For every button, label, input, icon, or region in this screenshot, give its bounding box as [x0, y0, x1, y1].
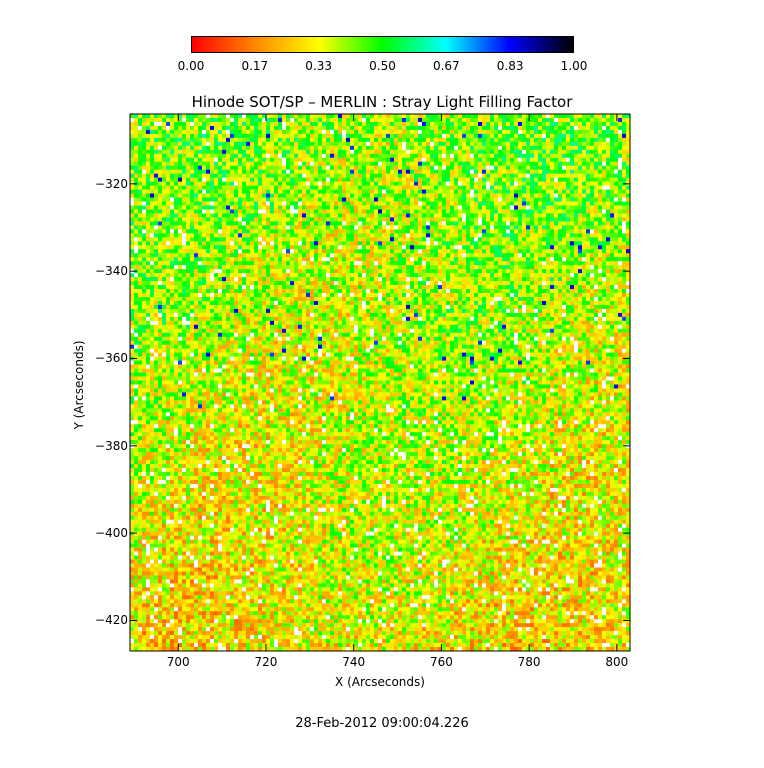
- plot-frame: [129, 113, 631, 652]
- colorbar-tick-label: 0.33: [305, 59, 333, 73]
- x-tick-label: 780: [517, 655, 541, 669]
- x-tick-label: 760: [429, 655, 453, 669]
- y-axis-label: Y (Arcseconds): [72, 340, 86, 430]
- colorbar-tick-label: 0.50: [369, 59, 396, 73]
- x-tick-label: 720: [254, 655, 278, 669]
- x-axis-label: X (Arcseconds): [335, 675, 425, 689]
- timestamp: 28-Feb-2012 09:00:04.226: [295, 716, 469, 731]
- colorbar-tick-label: 1.00: [560, 59, 588, 73]
- x-tick-label: 700: [166, 655, 190, 669]
- y-tick-label: −320: [95, 176, 128, 191]
- y-tick-label: −380: [95, 438, 128, 453]
- colorbar-tick-label: 0.83: [496, 59, 524, 73]
- colorbar-tick-label: 0.00: [177, 59, 205, 73]
- x-tick-label: 740: [342, 655, 366, 669]
- colorbar-tick-label: 0.67: [432, 59, 460, 73]
- y-tick-label: −360: [95, 351, 128, 366]
- y-tick-label: −420: [95, 613, 128, 628]
- y-tick-label: −340: [95, 264, 128, 279]
- colorbar-tick-label: 0.17: [241, 59, 269, 73]
- colorbar: [191, 36, 574, 53]
- y-tick-label: −400: [95, 526, 128, 541]
- chart-title: Hinode SOT/SP – MERLIN : Stray Light Fil…: [191, 93, 573, 111]
- heatmap-cells: [130, 114, 631, 652]
- x-tick-label: 800: [605, 655, 629, 669]
